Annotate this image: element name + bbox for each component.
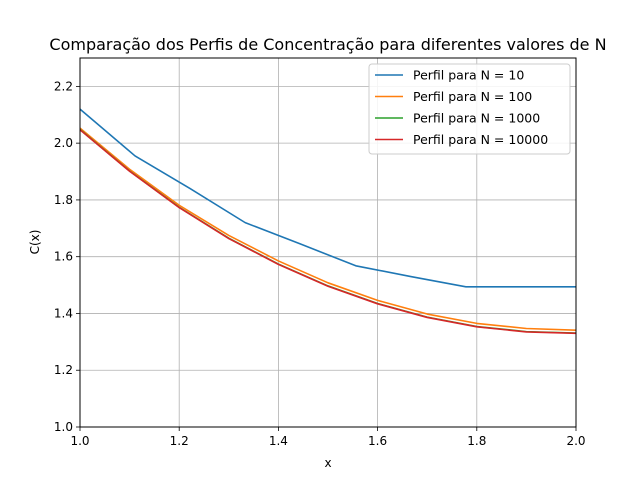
legend-entry: Perfil para N = 1000 xyxy=(413,111,540,126)
y-tick-label: 2.2 xyxy=(54,79,73,93)
x-tick-label: 2.0 xyxy=(566,434,585,448)
x-tick-label: 1.0 xyxy=(70,434,89,448)
series-line-2 xyxy=(79,127,577,332)
y-tick-label: 1.4 xyxy=(54,306,73,320)
y-axis-label: C(x) xyxy=(28,230,42,255)
y-tick-label: 1.8 xyxy=(54,193,73,207)
legend-entry: Perfil para N = 10000 xyxy=(413,132,548,147)
x-axis: 1.0 1.2 1.4 1.6 1.8 2.0 xyxy=(70,427,586,448)
legend-box xyxy=(368,63,571,155)
legend-entry: Perfil para N = 100 xyxy=(413,89,532,104)
y-tick-label: 2.0 xyxy=(54,136,73,150)
y-axis: 1.0 1.2 1.4 1.6 1.8 2.0 2.2 xyxy=(54,79,80,434)
plot-frame xyxy=(79,57,577,428)
x-axis-label: x xyxy=(324,456,331,470)
x-tick-label: 1.6 xyxy=(368,434,387,448)
chart-title: Comparação dos Perfis de Concentração pa… xyxy=(49,35,606,54)
series-line-1 xyxy=(79,108,576,288)
y-tick-label: 1.0 xyxy=(54,420,73,434)
series-line-4 xyxy=(79,129,577,335)
legend: Perfil para N = 10 Perfil para N = 100 Per… xyxy=(368,63,571,155)
series-layer xyxy=(79,108,577,335)
y-tick-label: 1.6 xyxy=(54,250,73,264)
legend-entry: Perfil para N = 10 xyxy=(413,68,524,83)
x-tick-label: 1.2 xyxy=(170,434,189,448)
x-tick-label: 1.8 xyxy=(467,434,486,448)
x-tick-label: 1.4 xyxy=(269,434,288,448)
y-tick-label: 1.2 xyxy=(54,363,73,377)
